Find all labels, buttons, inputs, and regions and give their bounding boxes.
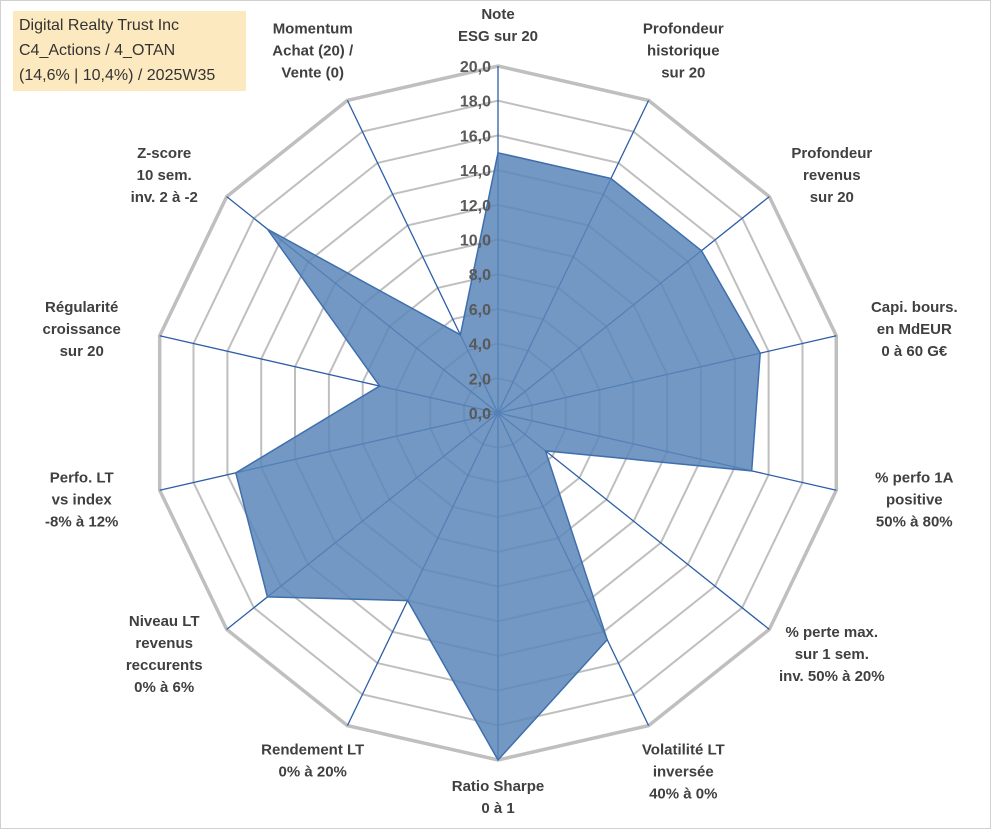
axis-label: Régularité croissance sur 20 xyxy=(43,299,121,360)
tick-label: 14,0 xyxy=(460,163,491,180)
tick-label: 10,0 xyxy=(460,233,491,250)
info-line-company: Digital Realty Trust Inc xyxy=(19,17,180,34)
axis-label: Z-score 10 sem. inv. 2 à -2 xyxy=(131,145,198,206)
axis-label-layer: Note ESG sur 20 Profondeur historique sur 20… xyxy=(43,6,958,817)
info-line-performance: (14,6% | 10,4%) / 2025W35 xyxy=(19,67,216,84)
axis-label: Volatilité LT inversée 40% à 0% xyxy=(642,742,725,803)
axis-label: Perfo. LT vs index -8% à 12% xyxy=(45,470,118,531)
axis-label: Note ESG sur 20 xyxy=(458,6,538,45)
axis-label: Capi. bours. en MdEUR 0 à 60 G€ xyxy=(871,299,958,360)
tick-layer: 0,0 2,0 4,0 6,0 8,0 10,0 12,0 14,0 16,0 18,0 20,0 xyxy=(460,59,491,423)
info-line-category: C4_Actions / 4_OTAN xyxy=(19,42,176,59)
axis-label: Momentum Achat (20) / Vente (0) xyxy=(272,21,354,82)
axis-label: Profondeur historique sur 20 xyxy=(643,21,724,82)
tick-label: 6,0 xyxy=(469,302,491,319)
axis-label: % perfo 1A positive 50% à 80% xyxy=(875,470,954,531)
axis-label: Profondeur revenus sur 20 xyxy=(791,145,872,206)
tick-label: 12,0 xyxy=(460,198,491,215)
axis-label: Niveau LT revenus reccurents 0% à 6% xyxy=(126,613,203,696)
axis-label: % perte max. sur 1 sem. inv. 50% à 20% xyxy=(779,624,885,685)
tick-label: 4,0 xyxy=(469,337,491,354)
tick-label: 20,0 xyxy=(460,59,491,76)
axis-label: Ratio Sharpe 0 à 1 xyxy=(452,778,545,817)
axis-label: Rendement LT 0% à 20% xyxy=(261,742,364,781)
tick-label: 8,0 xyxy=(469,267,491,284)
series-area xyxy=(234,151,761,762)
tick-label: 18,0 xyxy=(460,94,491,111)
info-box: Digital Realty Trust Inc C4_Actions / 4_… xyxy=(13,11,246,91)
tick-label: 2,0 xyxy=(469,371,491,388)
tick-label: 16,0 xyxy=(460,128,491,145)
tick-label: 0,0 xyxy=(469,406,491,423)
series-layer xyxy=(234,151,761,762)
